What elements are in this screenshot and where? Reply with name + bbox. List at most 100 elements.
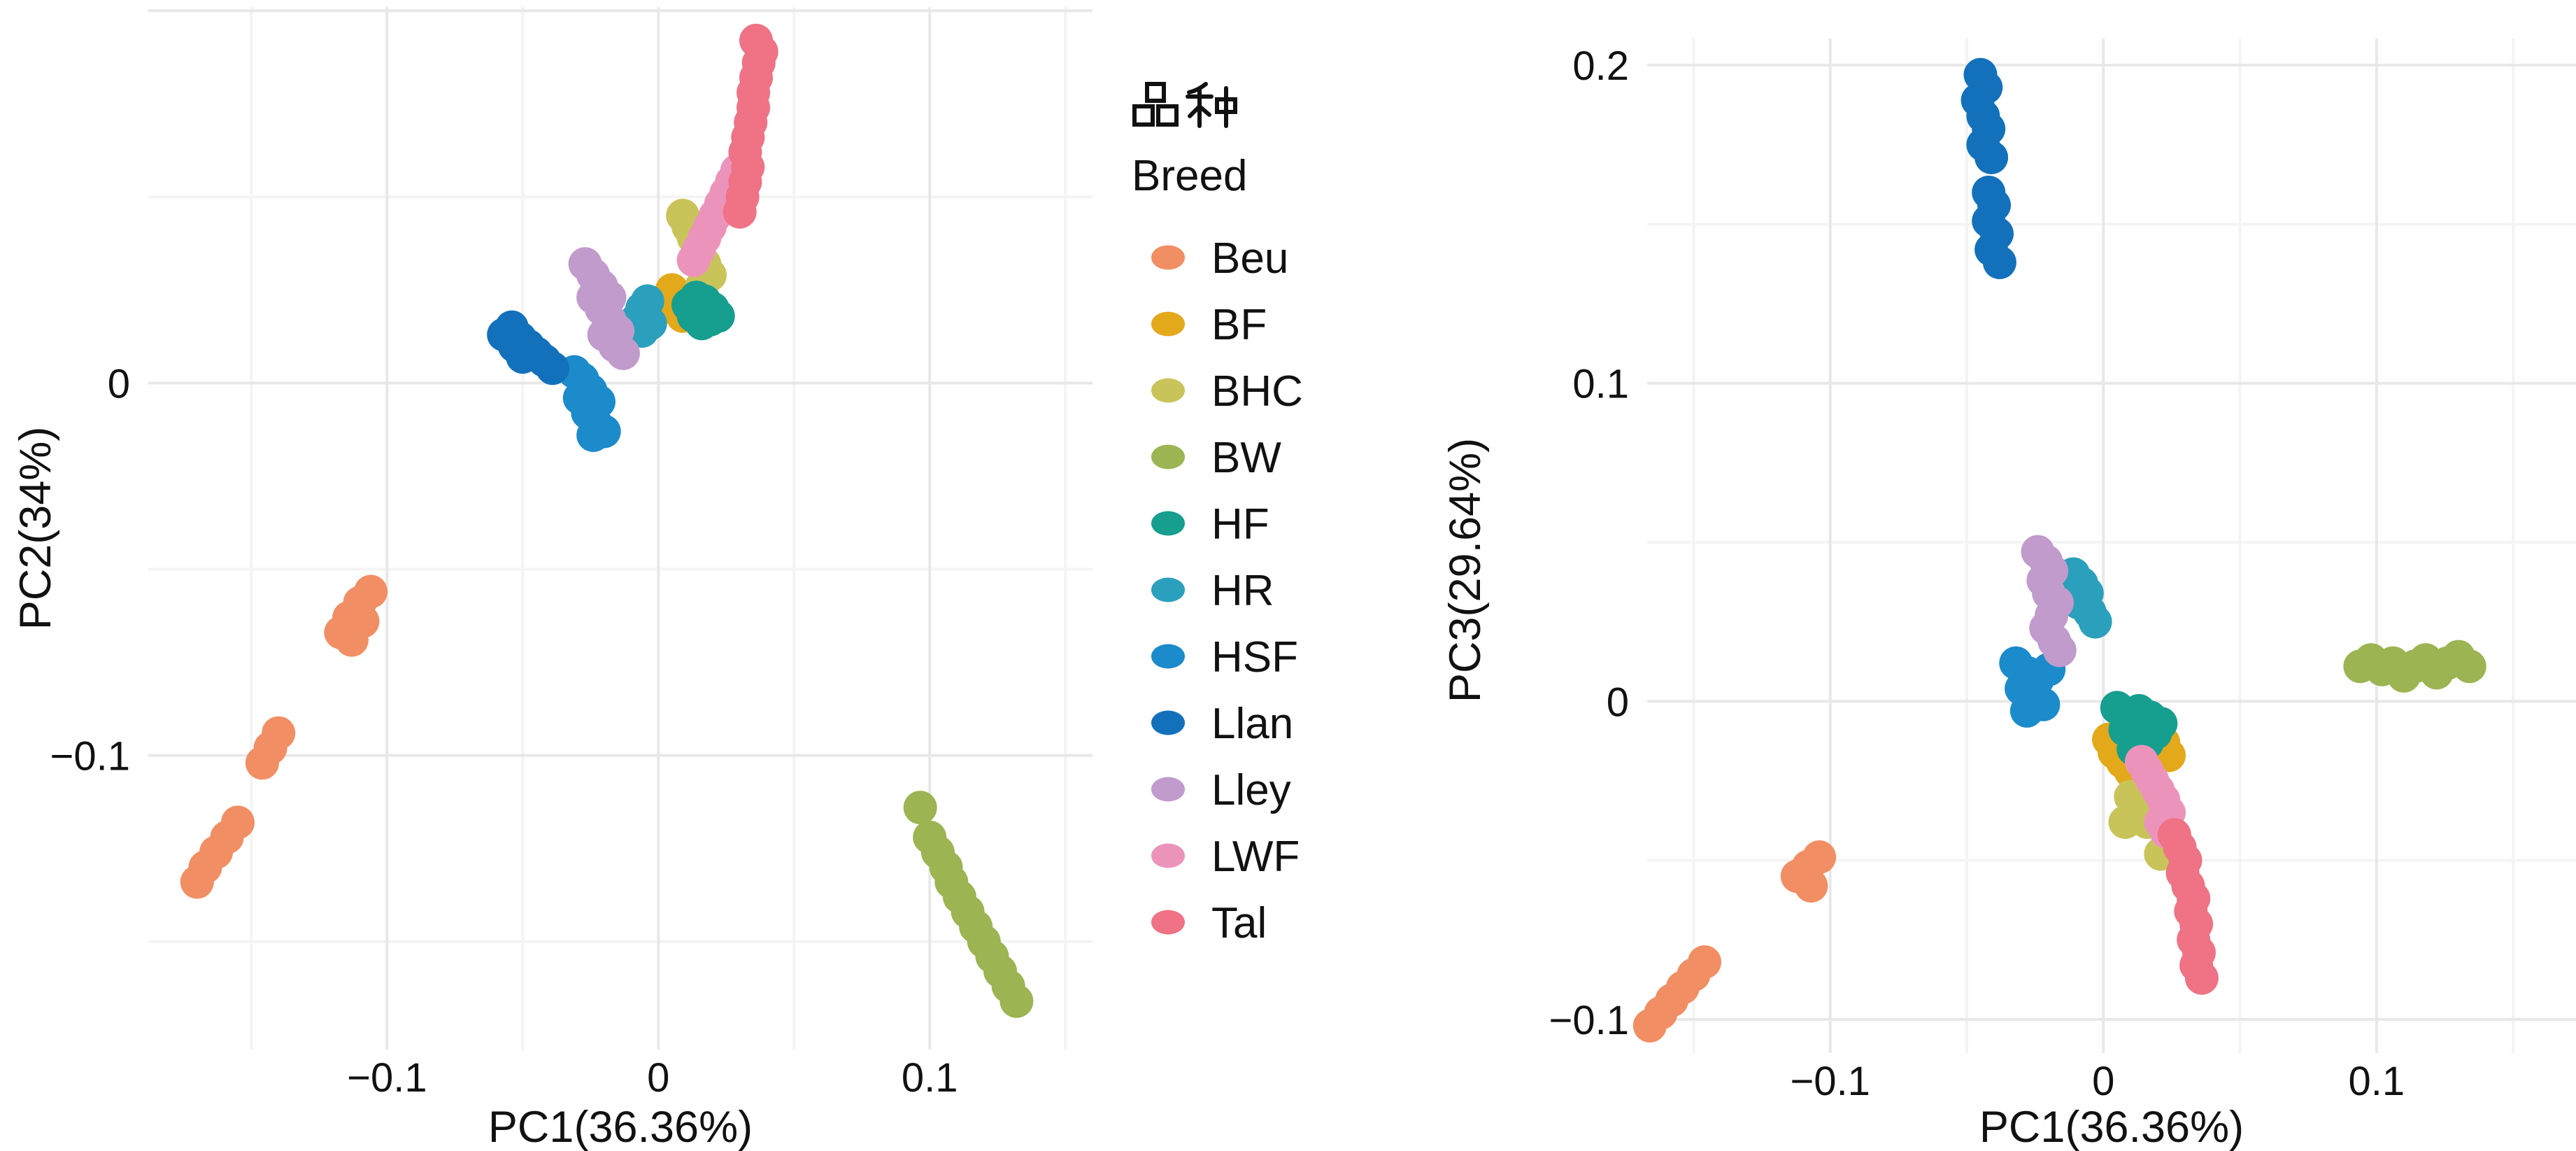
data-point — [2009, 693, 2044, 728]
series-BW — [2343, 640, 2486, 693]
legend-item-label: HF — [1211, 500, 1269, 549]
legend-item-LWF: LWF — [1151, 833, 1300, 881]
legend-title-chinese — [1132, 82, 1237, 128]
data-point — [2042, 633, 2077, 668]
y-tick-label: 0.2 — [1572, 43, 1629, 89]
legend-key-LWF — [1151, 843, 1185, 868]
glyph-pin-top-box — [1145, 82, 1166, 103]
series-Beu — [1632, 840, 1837, 1043]
legend-item-label: Beu — [1211, 234, 1288, 283]
series-HSF — [1999, 646, 2066, 728]
legend-item-label: HSF — [1211, 633, 1298, 682]
legend-key-BF — [1151, 311, 1185, 337]
series-Beu — [180, 574, 388, 899]
legend-item-BHC: BHC — [1151, 367, 1303, 416]
right-x-axis-title: PC1(36.36%) — [1979, 1103, 2244, 1151]
glyph-中-box — [1215, 97, 1237, 114]
y-tick-label: −0.1 — [50, 734, 131, 779]
series-Llan — [1961, 57, 2016, 279]
x-tick-label: 0 — [647, 1055, 669, 1101]
legend-item-label: BHC — [1211, 367, 1303, 416]
data-point — [999, 984, 1034, 1018]
data-points-layer — [180, 23, 2486, 1043]
data-point — [180, 865, 214, 899]
data-point — [1982, 246, 2016, 279]
data-point — [701, 299, 735, 333]
data-point — [2078, 605, 2112, 639]
series-Tal — [723, 23, 778, 229]
legend-item-BF: BF — [1151, 301, 1267, 349]
glyph-zhong-right-diag — [1197, 104, 1211, 117]
legend-item-Tal: Tal — [1151, 899, 1267, 947]
glyph-pin-left-box — [1132, 104, 1155, 127]
legend-item-HF: HF — [1151, 500, 1269, 549]
data-point — [576, 418, 611, 452]
gridlines-layer — [148, 7, 2576, 1053]
legend-key-HSF — [1151, 644, 1185, 669]
x-tick-label: 0 — [2092, 1059, 2114, 1104]
y-tick-label: 0 — [1607, 679, 1629, 725]
left-y-axis-title: PC2(34%) — [11, 427, 60, 630]
legend-item-label: Tal — [1211, 899, 1267, 947]
legend-key-Lley — [1151, 777, 1185, 802]
series-LWF — [2125, 744, 2186, 849]
legend-item-Beu: Beu — [1151, 234, 1288, 283]
y-tick-label: −0.1 — [1549, 998, 1630, 1043]
legend-key-Beu — [1151, 245, 1185, 270]
legend-item-HSF: HSF — [1151, 633, 1298, 682]
data-point — [562, 381, 597, 415]
legend-item-HR: HR — [1151, 567, 1274, 615]
data-point — [2452, 649, 2486, 684]
series-Lley — [2021, 535, 2077, 668]
legend-item-BW: BW — [1151, 434, 1281, 482]
legend-item-Lley: Lley — [1151, 766, 1291, 814]
right-y-axis-title: PC3(29.64%) — [1441, 438, 1490, 702]
x-tick-label: 0.1 — [902, 1055, 958, 1101]
x-tick-label: 0.1 — [2349, 1059, 2405, 1104]
data-point — [739, 23, 773, 57]
data-point — [1794, 868, 1828, 903]
legend: Breed Beu BF BHC BW HF HR HSF Llan Lley LWF Tal — [1132, 82, 1303, 947]
legend-item-label: BW — [1211, 434, 1281, 482]
legend-items: Beu BF BHC BW HF HR HSF Llan Lley LWF Tal — [1151, 234, 1303, 947]
data-point — [497, 329, 532, 363]
series-Lley — [568, 247, 640, 370]
series-HSF — [557, 355, 621, 452]
series-BW — [903, 791, 1034, 1018]
legend-item-label: HR — [1211, 567, 1274, 615]
legend-key-BHC — [1151, 378, 1185, 403]
data-point — [606, 336, 640, 370]
x-tick-label: −0.1 — [1790, 1059, 1870, 1104]
glyph-zhong-left-diag — [1188, 104, 1202, 118]
data-point — [536, 351, 569, 386]
left-x-axis-title: PC1(36.36%) — [488, 1103, 753, 1151]
legend-title-english: Breed — [1132, 152, 1247, 200]
series-Llan — [487, 310, 569, 386]
data-point — [2184, 961, 2219, 995]
glyph-pin-right-box — [1156, 104, 1179, 127]
legend-key-Tal — [1151, 910, 1185, 935]
series-Tal — [2157, 818, 2219, 995]
legend-item-label: BF — [1211, 301, 1267, 349]
data-point — [633, 306, 667, 341]
legend-key-HF — [1151, 511, 1185, 536]
legend-item-label: Llan — [1211, 700, 1293, 748]
tick-labels-layer: −0.1 0 0.1 0 −0.1 −0.1 0 0.1 0.2 0.1 0 −0.1 — [50, 43, 2405, 1104]
y-tick-label: 0.1 — [1572, 362, 1629, 407]
data-point — [245, 746, 279, 780]
legend-key-BW — [1151, 444, 1185, 469]
y-tick-label: 0 — [108, 361, 130, 407]
data-point — [1974, 141, 2009, 174]
x-tick-label: −0.1 — [347, 1055, 427, 1101]
data-point — [1632, 1008, 1667, 1043]
legend-item-label: LWF — [1211, 833, 1300, 881]
legend-key-Llan — [1151, 710, 1185, 735]
legend-item-label: Lley — [1211, 766, 1291, 814]
data-point — [334, 623, 369, 657]
series-HF — [671, 281, 735, 341]
data-point — [903, 791, 937, 825]
legend-item-Llan: Llan — [1151, 700, 1293, 748]
legend-key-HR — [1151, 577, 1185, 602]
